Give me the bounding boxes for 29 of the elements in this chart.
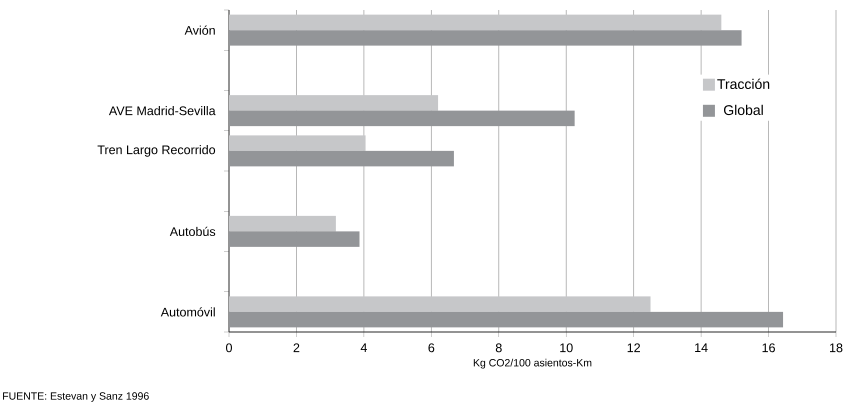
bar: [229, 216, 336, 232]
x-tick-label: 0: [226, 343, 232, 352]
y-tick-label: AVE Madrid-Sevilla: [108, 106, 216, 116]
bar: [229, 231, 360, 247]
x-tick-label: 16: [762, 343, 775, 352]
legend-label: Global: [724, 104, 763, 116]
bar: [229, 110, 575, 126]
legend-label: Tracción: [717, 78, 770, 90]
x-tick-label: 14: [695, 343, 708, 352]
bar: [229, 14, 722, 30]
x-tick-label: 8: [496, 343, 502, 352]
x-tick-label: 12: [628, 343, 640, 352]
bar: [229, 312, 784, 328]
x-tick-label: 18: [830, 343, 842, 352]
x-tick-label: 6: [428, 343, 434, 352]
x-tick-label: 10: [560, 343, 573, 352]
y-tick-label: Autobús: [170, 226, 216, 236]
bar: [229, 30, 742, 46]
bar: [229, 296, 651, 312]
y-tick-label: Tren Largo Recorrido: [98, 145, 216, 157]
bar: [229, 95, 438, 111]
bar: [229, 135, 366, 151]
x-axis-title: Kg CO2/100 asientos-Km: [474, 358, 592, 369]
y-tick-label: Automóvil: [160, 307, 215, 317]
bar: [229, 150, 454, 166]
source-note: FUENTE: Estevan y Sanz 1996: [3, 392, 149, 402]
x-tick-label: 4: [360, 343, 367, 352]
x-tick-label: 2: [294, 343, 300, 352]
y-tick-label: Avión: [184, 25, 215, 35]
